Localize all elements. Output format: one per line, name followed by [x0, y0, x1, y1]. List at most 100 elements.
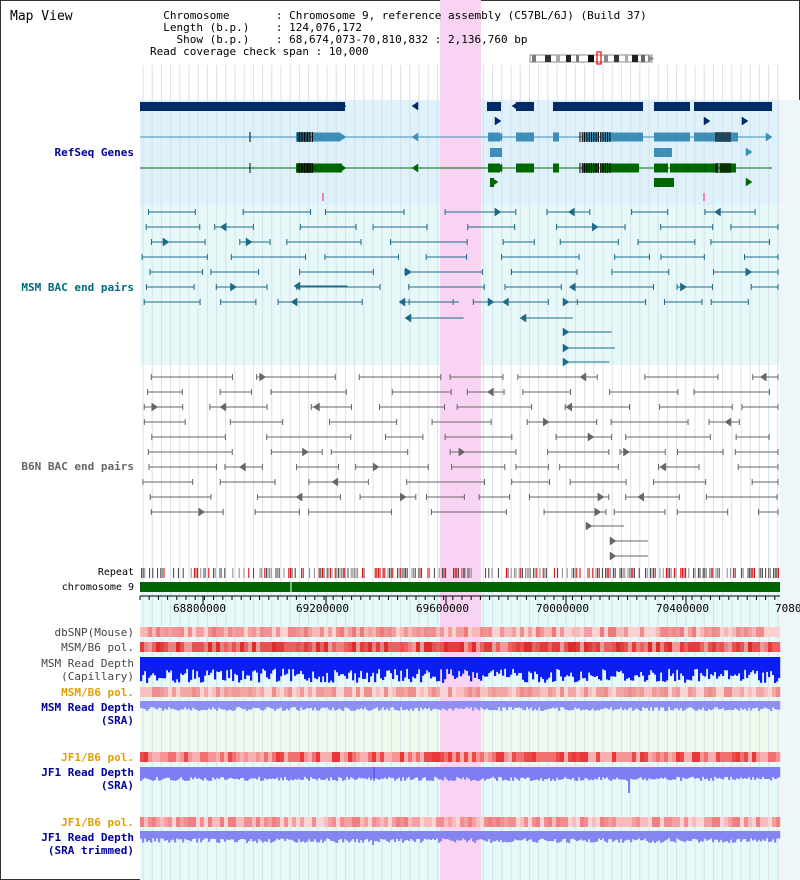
msm-read-depth-capillary-bar [226, 657, 229, 671]
msm-b6-pol-2-track-cell [624, 687, 629, 697]
msm-b6-pol-track-cell [660, 642, 665, 652]
msm-read-depth-capillary-bar [314, 657, 317, 679]
dbsnp-track-cell [340, 627, 345, 637]
msm-read-depth-capillary-bar [654, 657, 657, 675]
jf1-b6-pol-2-track-cell [528, 817, 533, 827]
jf1-read-depth-trimmed-bar [762, 831, 765, 840]
jf1-b6-pol-track-cell [200, 752, 205, 762]
msm-read-depth-sra-bar [350, 701, 353, 711]
jf1-b6-pol-2-track-cell [556, 817, 561, 827]
track-label-refseq-genes[interactable]: RefSeq Genes [54, 146, 134, 159]
msm-b6-pol-track-cell [288, 642, 293, 652]
msm-b6-pol-track-cell [736, 642, 741, 652]
jf1-read-depth-trimmed-bar [442, 831, 445, 839]
msm-read-depth-sra-bar [188, 701, 191, 709]
msm-read-depth-capillary-bar [204, 657, 207, 676]
dbsnp-track-cell [476, 627, 481, 637]
jf1-b6-pol-2-track-cell [356, 817, 361, 827]
msm-read-depth-capillary-bar [706, 657, 709, 669]
jf1-read-depth-trimmed-bar [318, 831, 321, 843]
jf1-read-depth-sra-bar [450, 767, 453, 781]
dbsnp-track-cell [252, 627, 257, 637]
dbsnp-track-cell [188, 627, 193, 637]
msm-read-depth-sra-bar [752, 701, 755, 709]
jf1-read-depth-trimmed-bar [176, 831, 179, 839]
msm-b6-pol-2-track-cell [544, 687, 549, 697]
ideogram-band [532, 55, 536, 62]
msm-b6-pol-2-track-cell [272, 687, 277, 697]
jf1-read-depth-sra-bar [380, 767, 383, 779]
msm-b6-pol-track-cell [508, 642, 513, 652]
msm-read-depth-capillary-bar [720, 657, 723, 675]
jf1-read-depth-trimmed-bar [480, 831, 483, 839]
dbsnp-track-cell [220, 627, 225, 637]
msm-read-depth-sra-bar [670, 701, 673, 710]
jf1-b6-pol-2-track-cell [436, 817, 441, 827]
jf1-read-depth-trimmed-bar [424, 831, 427, 839]
jf1-read-depth-trimmed-bar [458, 831, 461, 841]
jf1-read-depth-sra-bar [212, 767, 215, 778]
jf1-read-depth-sra-bar [270, 767, 273, 779]
jf1-read-depth-sra-bar [170, 767, 173, 781]
jf1-read-depth-sra-bar [480, 767, 483, 780]
msm-b6-pol-2-track-cell [432, 687, 437, 697]
jf1-read-depth-sra-bar [366, 767, 369, 780]
jf1-read-depth-sra-bar [406, 767, 409, 779]
msm-read-depth-sra-bar [388, 701, 391, 711]
dbsnp-track-cell [664, 627, 669, 637]
chromosome-value: Chromosome 9, reference assembly (C57BL/… [289, 9, 647, 22]
msm-read-depth-sra-bar [434, 701, 437, 709]
msm-b6-pol-2-track-cell [492, 687, 497, 697]
dbsnp-track-cell [388, 627, 393, 637]
msm-b6-pol-2-track-cell [440, 687, 445, 697]
jf1-read-depth-trimmed-bar [426, 831, 429, 840]
msm-b6-pol-track-cell [196, 642, 201, 652]
msm-read-depth-sra-bar [494, 701, 497, 711]
jf1-b6-pol-track-cell [532, 752, 537, 762]
jf1-read-depth-trimmed-bar [454, 831, 457, 843]
jf1-read-depth-sra-bar [592, 767, 595, 781]
msm-read-depth-sra-bar [742, 701, 745, 710]
jf1-b6-pol-2-track-cell [660, 817, 665, 827]
dbsnp-track-cell [480, 627, 485, 637]
msm-read-depth-capillary-bar [584, 657, 587, 679]
jf1-read-depth-trimmed-bar [260, 831, 263, 841]
msm-read-depth-capillary-bar [724, 657, 727, 671]
jf1-b6-pol-track-cell [604, 752, 609, 762]
msm-read-depth-sra-bar [162, 701, 165, 711]
jf1-read-depth-trimmed-bar [232, 831, 235, 840]
jf1-read-depth-trimmed-bar [274, 831, 277, 841]
msm-b6-pol-track-cell [628, 642, 633, 652]
jf1-read-depth-sra-bar [676, 767, 679, 777]
jf1-read-depth-sra-bar [606, 767, 609, 778]
jf1-b6-pol-2-track-cell [160, 817, 165, 827]
b6n-bac-pair-arrow [637, 492, 644, 502]
track-label-b6n-bac-end-pairs[interactable]: B6N BAC end pairs [21, 460, 134, 473]
jf1-read-depth-trimmed-bar [368, 831, 371, 842]
dbsnp-track-cell [148, 627, 153, 637]
msm-read-depth-sra-bar [722, 701, 725, 708]
msm-read-depth-capillary-bar [588, 657, 591, 673]
msm-read-depth-sra-bar [524, 701, 527, 711]
msm-read-depth-sra-bar [186, 701, 189, 710]
jf1-read-depth-trimmed-bar [400, 831, 403, 839]
jf1-read-depth-sra-bar [504, 767, 507, 780]
jf1-read-depth-sra-bar [214, 767, 217, 780]
jf1-read-depth-sra-bar [488, 767, 491, 780]
jf1-read-depth-sra-bar [768, 767, 771, 779]
msm-b6-pol-track-cell [724, 642, 729, 652]
track-label-msm-bac-end-pairs[interactable]: MSM BAC end pairs [21, 281, 134, 294]
jf1-b6-pol-2-track-cell [568, 817, 573, 827]
jf1-read-depth-trimmed-bar [376, 831, 379, 842]
dbsnp-track-cell [612, 627, 617, 637]
dbsnp-track-cell [452, 627, 457, 637]
msm-b6-pol-2-track-cell [652, 687, 657, 697]
msm-read-depth-capillary-bar [648, 657, 651, 675]
jf1-read-depth-trimmed-bar [410, 831, 413, 839]
msm-b6-pol-2-track-cell [504, 687, 509, 697]
dbsnp-track-cell [356, 627, 361, 637]
jf1-b6-pol-2-track-cell [348, 817, 353, 827]
msm-read-depth-capillary-bar [504, 657, 507, 669]
msm-read-depth-capillary-bar [328, 657, 331, 683]
